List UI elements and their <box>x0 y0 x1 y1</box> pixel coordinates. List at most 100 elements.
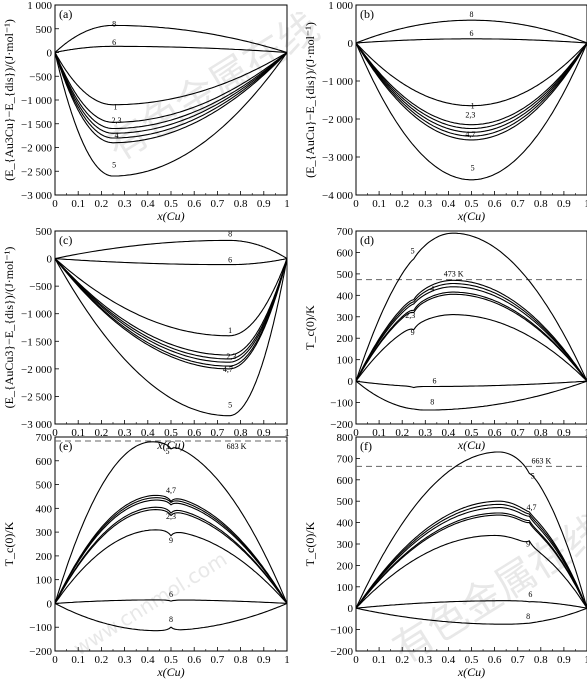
series-line-9 <box>355 534 587 609</box>
y-tick-label: 400 <box>337 290 354 302</box>
x-tick-label: 0.7 <box>511 427 525 439</box>
series-line-5 <box>355 42 587 181</box>
watermark-url: www.cnnmol.com <box>69 547 231 661</box>
series-line-3 <box>355 293 587 382</box>
series-line-6 <box>54 599 288 604</box>
y-tick-label: −200 <box>330 646 353 658</box>
panel-a: 0 0.1 0.2 0.3 0.4 0.5 0.6 0.7 0.8 0.9 1 −3 000 −2 50… <box>2 0 290 223</box>
y-tick-label: 0 <box>47 598 53 610</box>
curve-label: 6 <box>528 590 532 599</box>
panel-label: (d) <box>360 233 374 247</box>
x-tick-label: 0.4 <box>141 654 155 666</box>
panel-c: 0 0.1 0.2 0.3 0.4 0.5 0.6 0.7 0.8 0.9 1 −3 000 −2 50… <box>2 226 290 452</box>
series-line-1 <box>54 52 288 106</box>
series-line-4 <box>54 494 288 604</box>
reference-label: 683 K <box>227 442 247 451</box>
y-tick-label: −200 <box>330 419 353 431</box>
curve-label: 4 <box>430 284 434 293</box>
y-tick-label: −1 000 <box>322 76 353 88</box>
curve-label: 8 <box>470 10 474 19</box>
y-tick-label: 0 <box>348 603 354 615</box>
x-tick-label: 1 <box>584 654 587 666</box>
y-tick-label: 0 <box>348 38 354 50</box>
y-tick-label: −1 000 <box>21 309 52 321</box>
x-tick-label: 0.9 <box>557 427 571 439</box>
x-tick-label: 0.3 <box>118 654 132 666</box>
x-tick-label: 0.2 <box>395 654 409 666</box>
y-axis-label: (E_{AuCu3}−E_{dis})/(J·mol⁻¹) <box>2 247 16 409</box>
x-tick-label: 0.6 <box>187 198 201 210</box>
y-tick-label: 100 <box>337 582 354 594</box>
y-tick-label: −2 000 <box>21 364 52 376</box>
y-tick-label: 200 <box>337 560 354 572</box>
y-tick-label: −1 500 <box>21 336 52 348</box>
x-tick-label: 0.7 <box>211 427 225 439</box>
y-tick-label: 300 <box>337 312 354 324</box>
curve-label: 5 <box>166 447 170 456</box>
curve-label: 2,3 <box>226 352 236 361</box>
y-tick-label: 300 <box>337 539 354 551</box>
series-line-4 <box>355 42 587 137</box>
x-tick-label: 0.3 <box>118 427 132 439</box>
y-tick-label: −1 000 <box>21 95 52 107</box>
curve-label: 1 <box>471 101 475 110</box>
x-tick-label: 0.1 <box>372 198 386 210</box>
series-line-6 <box>355 38 587 44</box>
series-line-5 <box>355 232 587 382</box>
x-tick-label: 0.4 <box>141 427 155 439</box>
curve-label: 2,3 <box>111 116 121 125</box>
series-line-1 <box>355 507 587 609</box>
panel-label: (b) <box>360 7 374 21</box>
x-tick-label: 1 <box>584 427 587 439</box>
y-tick-label: 500 <box>36 480 53 492</box>
series-line-3 <box>355 514 587 609</box>
series-line-8 <box>54 239 288 260</box>
y-tick-label: 600 <box>337 475 354 487</box>
y-tick-label: −2 000 <box>21 143 52 155</box>
x-axis-label: x(Cu) <box>457 209 485 223</box>
series-line-3 <box>54 509 288 604</box>
x-tick-label: 1 <box>584 198 587 210</box>
curve-label: 6 <box>470 29 474 38</box>
curve-label: 5 <box>531 472 535 481</box>
y-tick-label: 200 <box>36 551 53 563</box>
curve-label: 5 <box>228 400 232 409</box>
y-tick-label: −500 <box>29 71 52 83</box>
series-line-1 <box>54 258 288 337</box>
x-tick-label: 0.5 <box>465 427 479 439</box>
series-line-6 <box>54 258 288 266</box>
panel-f: 0 0.1 0.2 0.3 0.4 0.5 0.6 0.7 0.8 0.9 1 −200 −100 0 10… <box>303 432 587 679</box>
x-axis-label: x(Cu) <box>156 209 184 223</box>
x-tick-label: 0.3 <box>418 198 432 210</box>
curve-label: 9 <box>411 328 415 337</box>
y-tick-label: −4 000 <box>322 190 353 202</box>
series-line-7 <box>355 42 587 141</box>
x-tick-label: 0 <box>353 427 359 439</box>
y-tick-label: 400 <box>36 503 53 515</box>
y-tick-label: 500 <box>337 269 354 281</box>
series-line-8 <box>355 380 587 411</box>
series-line-2 <box>54 52 288 130</box>
curve-label: 6 <box>112 38 116 47</box>
series-line-2 <box>355 291 587 382</box>
x-tick-label: 0.8 <box>534 427 548 439</box>
y-axis-label: T_c(0)/K <box>2 521 16 566</box>
y-tick-label: 0 <box>348 376 354 388</box>
x-tick-label: 0.7 <box>211 198 225 210</box>
series-line-6 <box>355 380 587 389</box>
series-line-1 <box>355 286 587 382</box>
curve-label: 1 <box>228 326 232 335</box>
y-tick-label: −100 <box>330 398 353 410</box>
x-tick-label: 0.4 <box>442 654 456 666</box>
x-tick-label: 0.6 <box>187 654 201 666</box>
y-tick-label: −1 500 <box>21 119 52 131</box>
y-tick-label: 500 <box>36 24 53 36</box>
x-tick-label: 0.8 <box>534 654 548 666</box>
x-tick-label: 0.3 <box>418 427 432 439</box>
curve-label: 2,3 <box>166 512 176 521</box>
series-line-9 <box>54 529 288 604</box>
y-tick-label: 500 <box>36 226 53 238</box>
curve-label: 9 <box>169 536 173 545</box>
x-tick-label: 0.2 <box>395 198 409 210</box>
